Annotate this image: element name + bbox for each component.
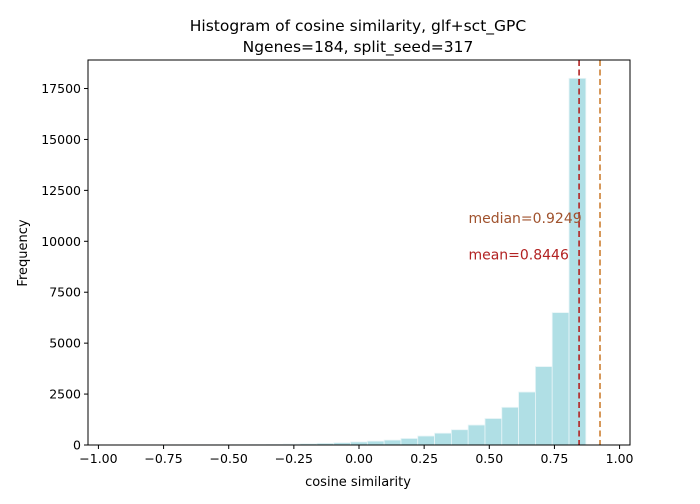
histogram-bar: [435, 433, 452, 445]
y-tick-label: 5000: [49, 336, 81, 351]
x-axis-label: cosine similarity: [305, 475, 411, 490]
y-tick-label: 12500: [41, 183, 81, 198]
chart-title-line2: Ngenes=184, split_seed=317: [243, 38, 474, 57]
histogram-bar: [485, 419, 502, 445]
x-tick-label: −0.75: [144, 451, 182, 466]
median-annotation: median=0.9249: [468, 211, 581, 227]
y-tick-label: 15000: [41, 132, 81, 147]
x-tick-label: 0.75: [541, 451, 569, 466]
histogram-bar: [451, 430, 468, 445]
histogram-bar: [468, 425, 485, 445]
x-ticks-layer: −1.00 −0.75 −0.50 −0.25 0.00 0.25 0.50 0.75 1.00: [79, 445, 633, 466]
histogram-bar: [519, 392, 536, 445]
histogram-bar: [535, 367, 552, 445]
x-tick-label: −0.50: [210, 451, 248, 466]
histogram-bar: [552, 313, 569, 445]
y-tick-label: 7500: [49, 285, 81, 300]
x-tick-label: −0.25: [275, 451, 313, 466]
y-tick-label: 17500: [41, 81, 81, 96]
histogram-bar: [502, 407, 519, 445]
histogram-bar: [401, 438, 418, 445]
mean-annotation: mean=0.8446: [468, 248, 569, 264]
histogram-bar: [418, 436, 435, 445]
x-tick-label: −1.00: [79, 451, 117, 466]
y-tick-label: 2500: [49, 387, 81, 402]
y-ticks-layer: 0 2500 5000 7500 10000 12500 15000 17500: [41, 81, 88, 452]
histogram-bar: [569, 78, 586, 445]
x-tick-label: 1.00: [606, 451, 634, 466]
y-tick-label: 0: [73, 438, 81, 453]
x-tick-label: 0.00: [345, 451, 373, 466]
histogram-bar: [367, 441, 384, 445]
chart-title-line1: Histogram of cosine similarity, glf+sct_…: [190, 17, 526, 36]
histogram-bar: [384, 440, 401, 445]
annotations-layer: mean=0.8446 median=0.9249: [468, 211, 581, 264]
x-tick-label: 0.25: [410, 451, 438, 466]
x-tick-label: 0.50: [475, 451, 503, 466]
y-tick-label: 10000: [41, 234, 81, 249]
y-axis-label: Frequency: [16, 219, 31, 286]
